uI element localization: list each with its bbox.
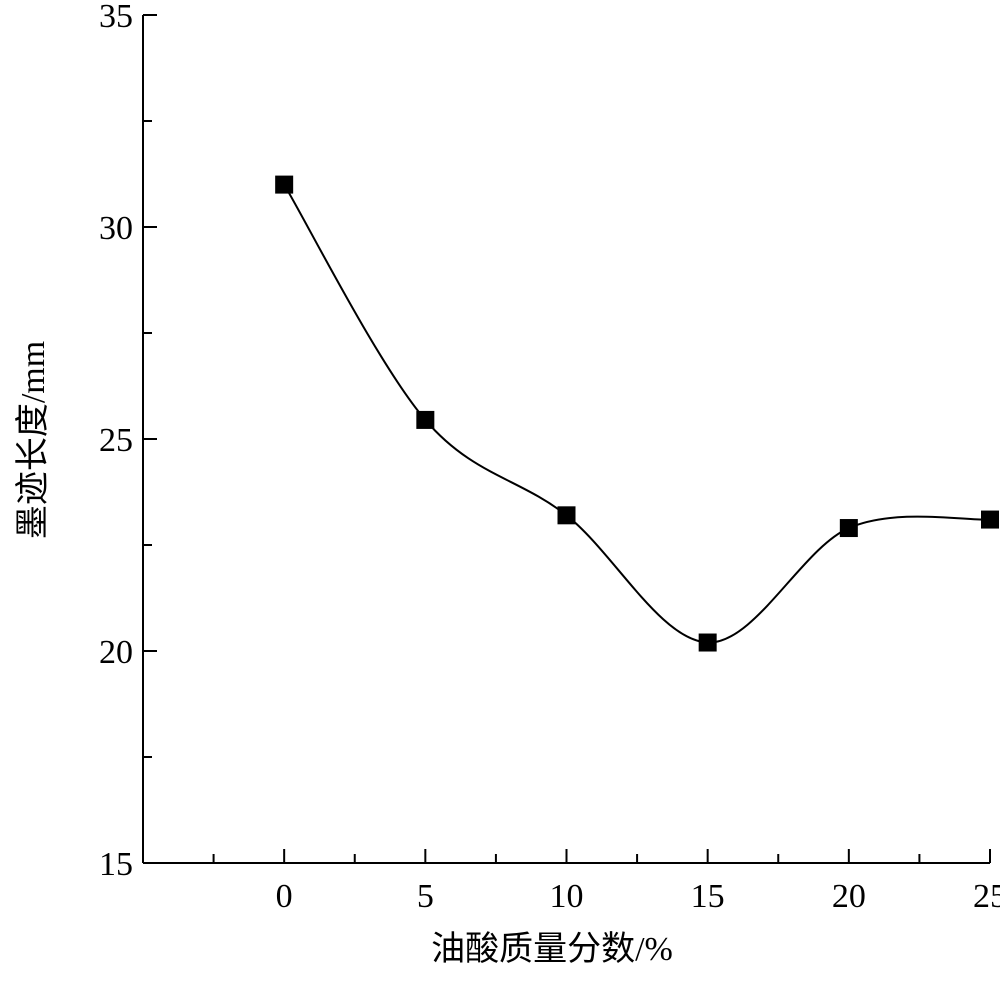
y-tick-label: 35	[99, 0, 133, 35]
data-point	[275, 175, 294, 194]
axes	[142, 15, 990, 864]
data-markers	[275, 175, 999, 652]
x-tick-label: 25	[973, 878, 1000, 915]
ticks: 0 5 10 15 20 25 15 20 25 30 35	[99, 0, 1000, 915]
data-point	[557, 506, 576, 525]
series-line	[283, 184, 991, 644]
y-tick-label: 30	[99, 210, 133, 247]
y-tick-label: 25	[99, 422, 133, 459]
y-tick-label: 15	[99, 846, 133, 883]
x-tick-label: 20	[832, 878, 866, 915]
y-axis-title: 墨迹长度/mm	[14, 341, 52, 539]
data-point	[839, 519, 858, 538]
x-tick-label: 5	[417, 878, 434, 915]
x-tick-label: 10	[550, 878, 584, 915]
data-point	[416, 410, 435, 429]
data-point	[698, 633, 717, 652]
series-line-group	[283, 184, 991, 644]
x-tick-label: 0	[276, 878, 293, 915]
x-axis-title: 油酸质量分数/%	[431, 930, 673, 968]
data-point	[981, 510, 999, 529]
y-tick-label: 20	[99, 634, 133, 671]
x-tick-label: 15	[691, 878, 725, 915]
